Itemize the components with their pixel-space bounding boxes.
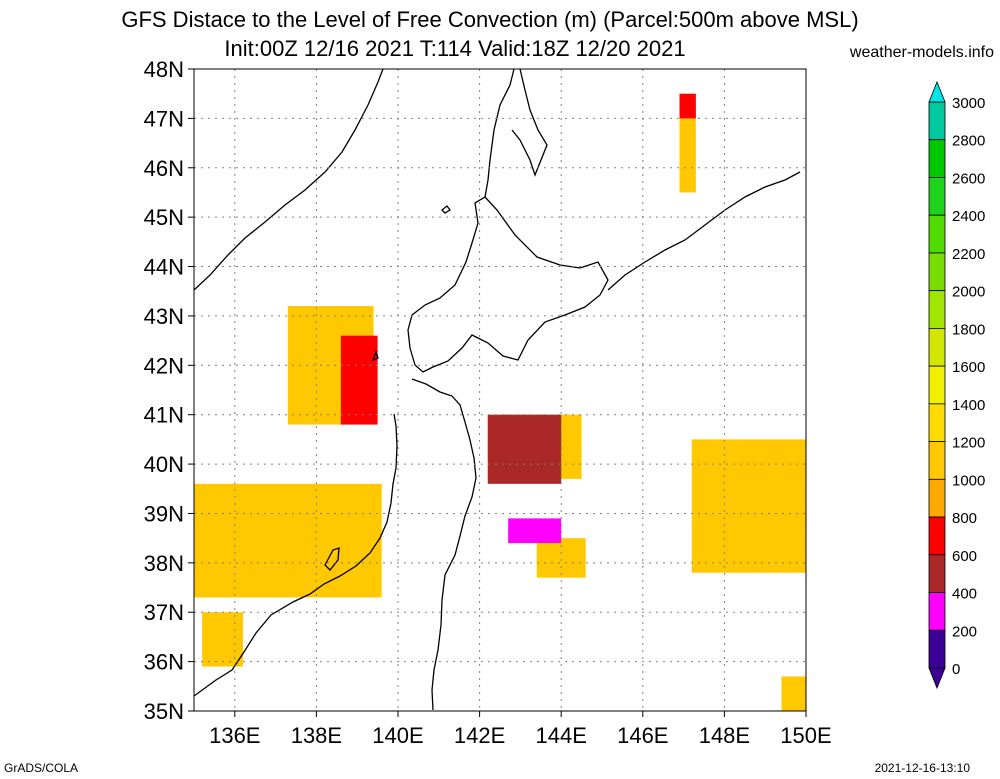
region-japan-sea-south <box>202 612 243 667</box>
y-tick-label: 44N <box>144 255 184 280</box>
grid-lines <box>194 68 807 712</box>
colorbar-swatch <box>928 177 946 216</box>
colorbar-swatch <box>928 629 946 669</box>
y-tick-label: 41N <box>144 403 184 428</box>
region-japan-sea-north-core <box>340 335 378 425</box>
colorbar-swatch <box>928 441 946 480</box>
x-tick-label: 138E <box>291 723 342 748</box>
colorbar-label: 600 <box>952 548 977 565</box>
chart-subtitle: Init:00Z 12/16 2021 T:114 Valid:18Z 12/2… <box>224 36 686 61</box>
colorbar-label: 2200 <box>952 246 985 263</box>
x-tick-label: 140E <box>372 723 423 748</box>
colorbar-label: 2000 <box>952 284 985 301</box>
y-tick-label: 37N <box>144 600 184 625</box>
colorbar-swatch <box>928 365 946 405</box>
colorbar-label: 1400 <box>952 397 985 414</box>
continent-coastline <box>194 69 384 291</box>
colorbar-label: 800 <box>952 510 977 527</box>
y-tick-label: 40N <box>144 452 184 477</box>
region-pacific-east-2 <box>536 538 586 578</box>
okushiri-island <box>371 350 379 362</box>
colorbar-swatch <box>928 139 946 178</box>
region-far-south-east <box>781 676 806 711</box>
chart-title: GFS Distace to the Level of Free Convect… <box>121 7 859 32</box>
colorbar-swatch <box>928 516 946 556</box>
sado-island <box>324 547 340 571</box>
colorbar-swatch <box>928 478 946 518</box>
colorbar-label: 2600 <box>952 170 985 187</box>
colorbar-label: 0 <box>952 661 960 678</box>
colorbar-swatch <box>928 327 946 367</box>
x-tick-label: 146E <box>617 723 668 748</box>
colorbar-swatch <box>928 403 946 443</box>
colorbar-swatch <box>928 290 946 329</box>
y-tick-label: 42N <box>144 353 184 378</box>
colorbar-label: 1800 <box>952 321 985 338</box>
y-tick-label: 36N <box>144 650 184 675</box>
region-pacific-east-2-core <box>508 518 562 544</box>
hokkaido-coastline <box>407 196 609 373</box>
colorbar-label: 2400 <box>952 208 985 225</box>
lfc-distance-fills <box>194 93 806 711</box>
x-axis: 136E 138E 140E 142E 144E 146E 148E 150E <box>209 711 832 748</box>
plot-frame <box>193 68 807 712</box>
y-tick-label: 43N <box>144 304 184 329</box>
x-tick-label: 148E <box>699 723 750 748</box>
colorbar-top-arrow <box>928 80 946 103</box>
colorbar-label: 2800 <box>952 133 985 150</box>
colorbar-label: 400 <box>952 586 977 603</box>
colorbar-swatch <box>928 101 946 141</box>
x-tick-label: 136E <box>209 723 260 748</box>
rishiri-island <box>441 205 451 214</box>
colorbar: 3000280026002400220020001800160014001200… <box>928 80 985 690</box>
region-pacific-east-1-core <box>487 414 562 484</box>
honshu-east-coastline <box>411 378 477 711</box>
y-tick-label: 47N <box>144 106 184 131</box>
x-tick-label: 144E <box>536 723 587 748</box>
colorbar-bottom-arrow <box>928 667 946 690</box>
colorbar-label: 200 <box>952 623 977 640</box>
y-tick-label: 46N <box>144 156 184 181</box>
render-timestamp: 2021-12-16-13:10 <box>874 761 970 775</box>
y-tick-label: 45N <box>144 205 184 230</box>
region-japan-sea-west <box>194 483 382 598</box>
colorbar-swatch <box>928 252 946 292</box>
colorbar-swatch <box>928 592 946 631</box>
x-tick-label: 142E <box>454 723 505 748</box>
coastline-layer <box>194 69 801 711</box>
colorbar-label: 1200 <box>952 435 985 452</box>
y-tick-label: 39N <box>144 501 184 526</box>
software-credit: GrADS/COLA <box>4 761 79 775</box>
y-tick-label: 35N <box>144 699 184 724</box>
colorbar-swatch <box>928 214 946 254</box>
region-kuril-north <box>679 98 696 193</box>
sakhalin-coastline <box>484 69 548 198</box>
x-tick-label: 150E <box>780 723 831 748</box>
kuril-islands-coastline <box>607 171 801 291</box>
region-kuril-north-core <box>679 93 696 119</box>
y-axis: 48N 47N 46N 45N 44N 43N 42N 41N 40N 39N 38N 37N 36N 3… <box>144 57 194 724</box>
colorbar-label: 1000 <box>952 472 985 489</box>
site-credit: weather-models.info <box>849 44 994 61</box>
colorbar-label: 3000 <box>952 95 985 112</box>
colorbar-label: 1600 <box>952 359 985 376</box>
colorbar-swatch <box>928 554 946 593</box>
region-far-east <box>691 439 806 573</box>
honshu-west-coastline <box>194 413 398 697</box>
y-tick-label: 38N <box>144 551 184 576</box>
y-tick-label: 48N <box>144 57 184 82</box>
